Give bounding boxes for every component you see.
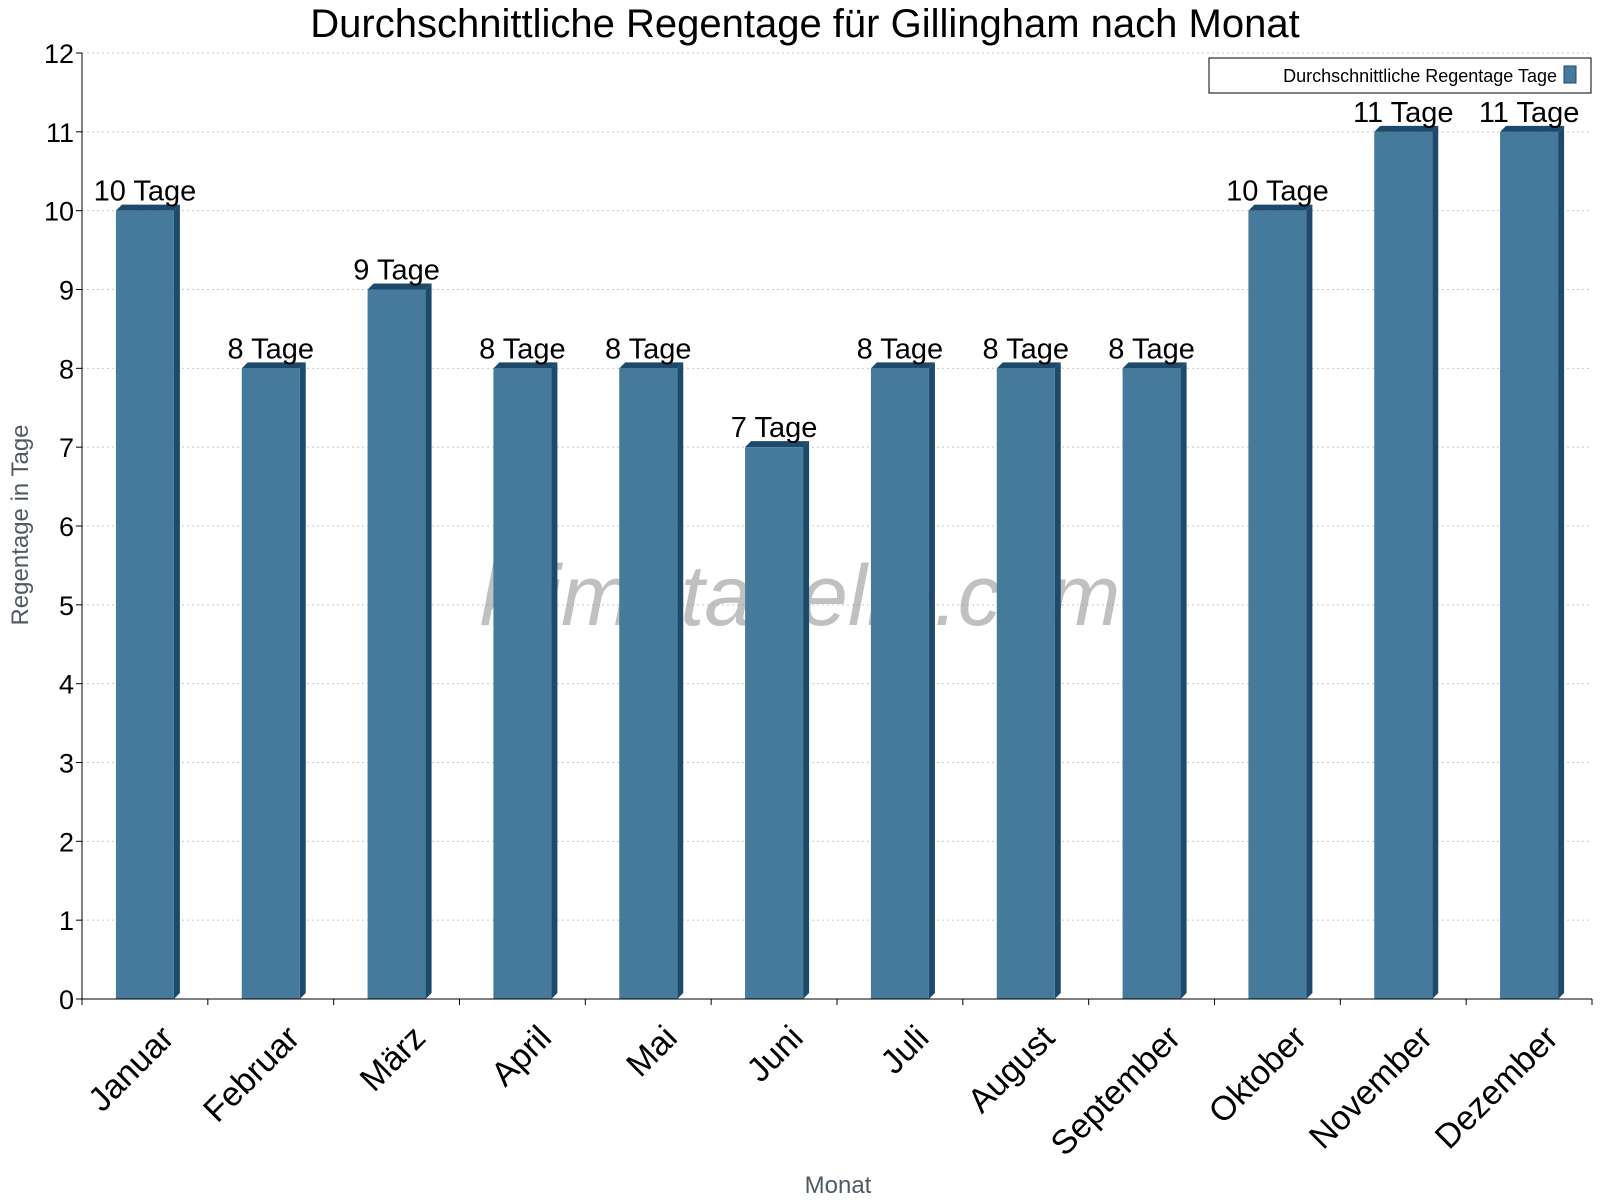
bar (619, 362, 684, 999)
x-tick-label: März (353, 1019, 433, 1099)
bar (745, 441, 810, 1000)
x-tick-label: Juli (873, 1019, 936, 1082)
bar (1374, 125, 1439, 1000)
bar-side (551, 362, 558, 999)
y-tick-label: 9 (59, 276, 74, 306)
bar-side (928, 362, 935, 999)
data-label: 11 Tage (1479, 97, 1580, 129)
legend: Durchschnittliche Regentage Tage (1208, 57, 1592, 94)
bar-top (1122, 362, 1187, 369)
legend-label: Durchschnittliche Regentage Tage (1283, 66, 1557, 86)
bar-side (1558, 125, 1565, 1000)
x-tick-label: Juni (740, 1019, 811, 1090)
bar-front (745, 447, 804, 1000)
data-label: 8 Tage (982, 333, 1069, 365)
x-tick-label: Mai (619, 1019, 685, 1085)
data-label: 8 Tage (1108, 333, 1195, 365)
data-label: 8 Tage (605, 333, 692, 365)
y-axis-label: Regentage in Tage (7, 424, 34, 625)
bar-front (996, 368, 1055, 999)
bar-front (870, 368, 929, 999)
data-labels: 10 Tage 8 Tage 9 Tage 8 Tage 8 Tage 7 Tage 8 T… (94, 97, 1580, 444)
y-tick-label: 6 (59, 512, 74, 542)
data-label: 10 Tage (94, 176, 197, 208)
bar-top (996, 362, 1061, 369)
bar-side (1306, 204, 1313, 999)
data-label: 8 Tage (227, 333, 314, 365)
bar-top (1374, 125, 1439, 132)
bar-side (1180, 362, 1187, 999)
y-tick-label: 0 (59, 985, 74, 1015)
bar (241, 362, 306, 999)
bar (493, 362, 558, 999)
bar-top (367, 283, 432, 290)
data-label: 10 Tage (1226, 176, 1329, 208)
y-tick-label: 10 (44, 197, 74, 227)
y-tick-label: 3 (59, 749, 74, 779)
y-tick-label: 12 (44, 39, 74, 69)
bar-top (1500, 125, 1565, 132)
bar-front (493, 368, 552, 999)
bar-top (241, 362, 306, 369)
x-tick-label: Januar (81, 1019, 181, 1119)
bar-front (619, 368, 678, 999)
legend-swatch (1563, 65, 1577, 84)
gridlines (82, 52, 1592, 921)
bar-top (745, 441, 810, 448)
bar (1122, 362, 1187, 999)
bar-side (173, 204, 180, 999)
bar-side (299, 362, 306, 999)
bar-top (619, 362, 684, 369)
bar (1248, 204, 1313, 999)
axes (76, 52, 1593, 1005)
bar-front (367, 289, 426, 999)
bar-side (1432, 125, 1439, 1000)
bar-front (1122, 368, 1181, 999)
y-tick-label: 5 (59, 591, 74, 621)
data-label: 9 Tage (353, 255, 440, 287)
bars (115, 125, 1565, 1000)
bar-side (1054, 362, 1061, 999)
bar-front (115, 210, 174, 999)
bar-front (241, 368, 300, 999)
bar (1500, 125, 1565, 1000)
data-label: 8 Tage (479, 333, 566, 365)
bar-top (493, 362, 558, 369)
x-tick-label: September (1044, 1019, 1188, 1163)
x-tick-label: August (961, 1018, 1063, 1120)
bar-top (115, 204, 180, 211)
x-tick-label: Dezember (1428, 1019, 1566, 1157)
x-tick-label: November (1302, 1019, 1440, 1157)
y-tick-label: 1 (59, 906, 74, 936)
data-label: 8 Tage (857, 333, 944, 365)
y-tick-label: 2 (59, 827, 74, 857)
x-tick-label: Oktober (1202, 1019, 1314, 1131)
x-tick-labels: Januar Februar März April Mai Juni Juli AugustS… (81, 1018, 1566, 1163)
data-label: 7 Tage (731, 412, 818, 444)
bar-top (870, 362, 935, 369)
x-axis-label: Monat (805, 1172, 872, 1199)
bar (996, 362, 1061, 999)
bar-front (1374, 131, 1433, 1000)
bar-front (1248, 210, 1307, 999)
y-tick-label: 7 (59, 433, 74, 463)
legend-box (1208, 57, 1592, 94)
x-tick-label: April (484, 1019, 559, 1094)
data-label: 11 Tage (1353, 97, 1454, 129)
bar-top (1248, 204, 1313, 211)
chart-title: Durchschnittliche Regentage für Gillingh… (310, 2, 1299, 46)
bar (367, 283, 432, 999)
y-tick-label: 11 (46, 118, 74, 148)
bar-side (677, 362, 684, 999)
y-tick-label: 8 (59, 354, 74, 384)
bar-side (803, 441, 810, 1000)
x-tick-label: Februar (196, 1019, 307, 1130)
bar-front (1500, 131, 1559, 1000)
y-tick-label: 4 (59, 670, 74, 700)
bar (115, 204, 180, 999)
bar-side (425, 283, 432, 999)
bar (870, 362, 935, 999)
